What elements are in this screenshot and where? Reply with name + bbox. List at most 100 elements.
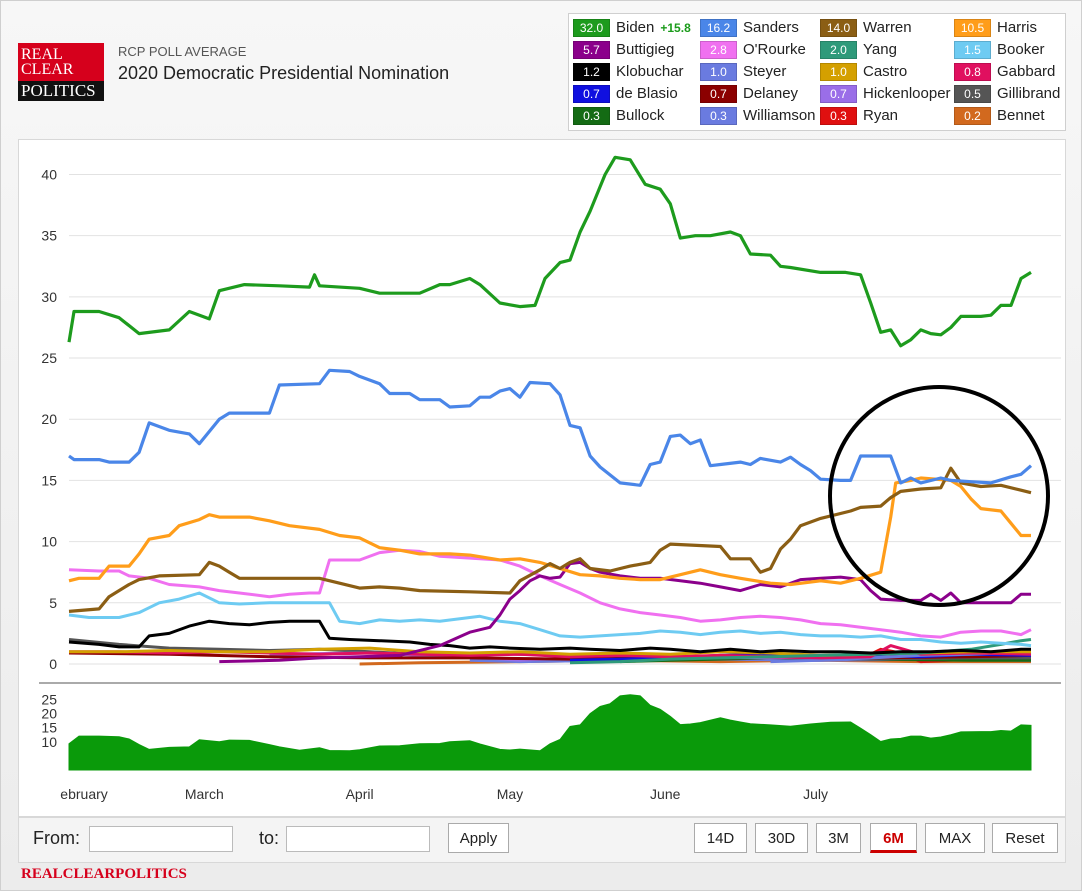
legend-label: Ryan [863, 107, 899, 124]
legend-item-bennet[interactable]: 0.2 Bennet [954, 107, 1045, 126]
y-tick-label: 0 [49, 656, 57, 672]
legend-label: Gabbard [997, 63, 1056, 80]
legend-spread: +15.8 [660, 21, 691, 35]
legend-label: Bennet [997, 107, 1045, 124]
chart-title: 2020 Democratic Presidential Nomination [118, 63, 450, 83]
range-30d-button[interactable]: 30D [755, 823, 808, 853]
legend-value: 2.8 [700, 41, 737, 60]
spread-y-tick-label: 15 [41, 720, 57, 736]
x-tick-label: March [185, 786, 224, 802]
logo-line-1: REAL [21, 46, 63, 63]
legend-item-sanders[interactable]: 16.2 Sanders [700, 19, 799, 38]
legend-item-harris[interactable]: 10.5 Harris [954, 19, 1037, 38]
annotation-circle [828, 385, 1050, 607]
legend-item-ryan[interactable]: 0.3 Ryan [820, 107, 899, 126]
x-tick-label: May [497, 786, 523, 802]
legend-value: 0.7 [820, 85, 857, 104]
legend-label: Steyer [743, 63, 787, 80]
to-label: to: [259, 828, 280, 848]
legend-item-williamson[interactable]: 0.3 Williamson [700, 107, 816, 126]
x-tick-label: ebruary [60, 786, 107, 802]
legend-value: 32.0 [573, 19, 610, 38]
legend-item-de-blasio[interactable]: 0.7 de Blasio [573, 85, 678, 104]
legend-item-klobuchar[interactable]: 1.2 Klobuchar [573, 63, 684, 82]
range-max-button[interactable]: MAX [925, 823, 985, 853]
logo-line-2: CLEAR [21, 61, 74, 78]
y-tick-label: 10 [41, 534, 57, 550]
legend-value: 0.3 [573, 107, 610, 126]
legend-label: Hickenlooper [863, 85, 951, 102]
legend-item-bullock[interactable]: 0.3 Bullock [573, 107, 665, 126]
legend-label: Williamson [743, 107, 816, 124]
range-3m-button[interactable]: 3M [816, 823, 861, 853]
legend-value: 0.5 [954, 85, 991, 104]
legend-value: 0.2 [954, 107, 991, 126]
x-tick-label: June [650, 786, 681, 802]
legend-label: Biden [616, 19, 655, 36]
legend-value: 1.5 [954, 41, 991, 60]
series-line-biden [67, 155, 1032, 348]
series-line-klobuchar [68, 619, 1031, 655]
y-tick-label: 35 [41, 228, 57, 244]
legend-label: Yang [863, 41, 897, 58]
legend-value: 0.7 [573, 85, 610, 104]
from-label: From: [33, 828, 80, 848]
y-tick-label: 15 [41, 472, 57, 488]
apply-button[interactable]: Apply [448, 823, 509, 853]
legend-value: 1.0 [700, 63, 737, 82]
range-14d-button[interactable]: 14D [694, 823, 747, 853]
legend-label: Bullock [616, 107, 665, 124]
legend-label: Booker [997, 41, 1045, 58]
date-controls: From: to: Apply 14D 30D 3M 6M MAX Reset [18, 817, 1066, 863]
legend-label: Gillibrand [997, 85, 1061, 102]
series-line-booker [68, 591, 1032, 648]
from-date-input[interactable] [89, 826, 233, 852]
legend-label: O'Rourke [743, 41, 806, 58]
legend-item-o-rourke[interactable]: 2.8 O'Rourke [700, 41, 806, 60]
y-tick-label: 5 [49, 595, 57, 611]
legend-label: Warren [863, 19, 912, 36]
legend-label: Harris [997, 19, 1037, 36]
legend-item-gabbard[interactable]: 0.8 Gabbard [954, 63, 1056, 82]
legend-value: 0.7 [700, 85, 737, 104]
legend-value: 10.5 [954, 19, 991, 38]
legend-item-gillibrand[interactable]: 0.5 Gillibrand [954, 85, 1061, 104]
legend-item-delaney[interactable]: 0.7 Delaney [700, 85, 799, 104]
spread-y-tick-label: 20 [41, 706, 57, 722]
y-tick-label: 25 [41, 350, 57, 366]
footer-brand[interactable]: REALCLEARPOLITICS [21, 866, 187, 882]
legend-item-biden[interactable]: 32.0 Biden +15.8 [573, 19, 691, 38]
legend-item-yang[interactable]: 2.0 Yang [820, 41, 897, 60]
legend-value: 16.2 [700, 19, 737, 38]
y-tick-label: 20 [41, 411, 57, 427]
legend-label: Buttigieg [616, 41, 675, 58]
spread-area [68, 694, 1032, 771]
legend-item-castro[interactable]: 1.0 Castro [820, 63, 907, 82]
legend-item-hickenlooper[interactable]: 0.7 Hickenlooper [820, 85, 951, 104]
legend-value: 1.0 [820, 63, 857, 82]
spread-y-tick-label: 25 [41, 691, 57, 707]
legend-value: 5.7 [573, 41, 610, 60]
to-date-input[interactable] [286, 826, 430, 852]
chart-subtitle: RCP POLL AVERAGE [118, 44, 247, 59]
legend-item-steyer[interactable]: 1.0 Steyer [700, 63, 787, 82]
legend-value: 14.0 [820, 19, 857, 38]
legend-item-booker[interactable]: 1.5 Booker [954, 41, 1045, 60]
spread-y-tick-label: 10 [41, 734, 57, 750]
y-tick-label: 30 [41, 289, 57, 305]
legend-label: Klobuchar [616, 63, 684, 80]
series-line-o-rourke [68, 548, 1032, 639]
range-6m-button[interactable]: 6M [870, 823, 917, 853]
x-tick-label: July [803, 786, 828, 802]
legend-value: 0.3 [700, 107, 737, 126]
legend-value: 0.8 [954, 63, 991, 82]
rcp-logo[interactable]: REAL CLEAR POLITICS [18, 43, 104, 101]
legend-label: Delaney [743, 85, 799, 102]
legend-item-buttigieg[interactable]: 5.7 Buttigieg [573, 41, 675, 60]
reset-button[interactable]: Reset [992, 823, 1058, 853]
legend: 32.0 Biden +15.8 16.2 Sanders 14.0 Warren 10.5 H… [568, 13, 1066, 131]
legend-item-warren[interactable]: 14.0 Warren [820, 19, 912, 38]
legend-value: 0.3 [820, 107, 857, 126]
